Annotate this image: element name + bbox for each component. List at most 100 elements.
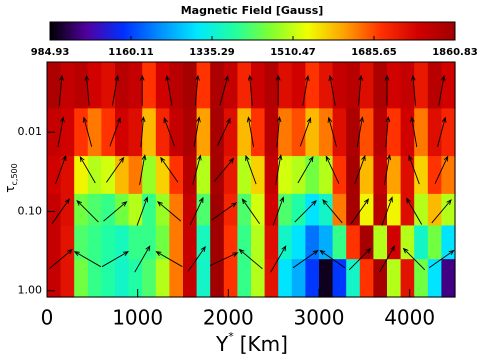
heatmap-cell — [87, 156, 102, 195]
heatmap-cell — [101, 193, 116, 227]
heatmap-cell — [319, 62, 334, 109]
heatmap-cell — [115, 62, 130, 109]
heatmap-cell — [74, 259, 89, 298]
heatmap-cell — [278, 156, 293, 195]
vector-arrow — [319, 249, 346, 269]
heatmap-cell — [115, 225, 130, 260]
heatmap-cell — [183, 62, 198, 109]
colorbar-tick-label: 1335.29 — [189, 47, 235, 58]
vector-arrow — [111, 74, 120, 106]
heatmap-cell — [264, 193, 279, 227]
heatmap-cell — [291, 108, 306, 157]
heatmap-cell — [387, 259, 402, 298]
heatmap-cell — [414, 225, 429, 260]
vector-arrow — [165, 74, 173, 106]
vector-arrow — [354, 154, 366, 185]
heatmap-cell — [427, 193, 442, 227]
vector-arrow — [270, 245, 287, 273]
vector-arrow — [348, 247, 372, 271]
heatmap-cell — [101, 259, 116, 298]
heatmap-cell — [210, 62, 225, 109]
heatmap-cell — [169, 193, 184, 227]
colorbar-title: Magnetic Field [Gauss] — [181, 4, 324, 17]
vector-arrow — [241, 198, 260, 225]
heatmap-cell — [373, 193, 388, 227]
vector-arrow — [434, 155, 449, 184]
x-tick-label: 2000 — [203, 306, 254, 330]
heatmap-cell — [47, 259, 62, 298]
vector-arrow — [160, 156, 179, 183]
x-tick-label: 4000 — [384, 306, 435, 330]
heatmap-cell — [101, 225, 116, 260]
heatmap-cell — [400, 259, 415, 298]
heatmap-cell — [47, 62, 62, 109]
heatmap-cell — [346, 62, 361, 109]
heatmap-cell — [319, 108, 334, 157]
vector-arrow — [245, 154, 257, 185]
heatmap-cell — [387, 156, 402, 195]
heatmap-cell — [332, 62, 347, 109]
heatmap-cell — [196, 108, 211, 157]
vector-arrow — [428, 249, 455, 269]
x-label-unit: [Km] — [240, 332, 288, 356]
y-tick-label: 0.10 — [18, 204, 43, 217]
heatmap-cell — [400, 193, 415, 227]
heatmap-cell — [251, 225, 266, 260]
heatmap-cell — [387, 62, 402, 109]
heatmap-cell — [387, 225, 402, 260]
y-label-symbol: τ — [3, 185, 17, 192]
y-axis-label: τc,500 — [3, 163, 19, 192]
heatmap-cell — [441, 108, 456, 157]
heatmap-cell — [441, 259, 456, 298]
heatmap-cell — [414, 156, 429, 195]
heatmap-cell — [251, 193, 266, 227]
heatmap-cell — [373, 225, 388, 260]
heatmap-cell — [359, 193, 374, 227]
vector-arrow — [136, 196, 149, 226]
heatmap-cell — [305, 108, 320, 157]
heatmap-cell — [291, 62, 306, 109]
heatmap-cell — [319, 259, 334, 298]
x-label-sup: * — [228, 330, 234, 343]
heatmap-cell — [291, 259, 306, 298]
heatmap-cell — [142, 108, 157, 157]
heatmap-cell — [101, 156, 116, 195]
vector-arrow — [51, 198, 70, 225]
x-tick-label: 3000 — [294, 306, 345, 330]
heatmap-cell — [278, 108, 293, 157]
colorbar-tick-label: 1860.83 — [432, 47, 478, 58]
vector-arrow — [48, 248, 73, 270]
vector-arrow — [247, 74, 253, 106]
heatmap-cell — [346, 108, 361, 157]
heatmap-cell — [169, 62, 184, 109]
heatmap-cell — [183, 156, 198, 195]
heatmap-cell — [115, 156, 130, 195]
vector-arrow — [322, 199, 343, 224]
vector-arrow — [350, 198, 370, 225]
colorbar-tick-label: 1160.11 — [108, 47, 154, 58]
heatmap-cell — [47, 193, 62, 227]
heatmap-cell — [359, 108, 374, 157]
heatmap-cell — [359, 259, 374, 298]
x-tick-label: 0 — [41, 306, 54, 330]
heatmap-cell — [291, 156, 306, 195]
heatmap-cell — [196, 156, 211, 195]
vector-arrow — [327, 116, 337, 147]
heatmap-cell — [155, 156, 170, 195]
heatmap-cell — [251, 108, 266, 157]
vector-arrow — [381, 196, 393, 226]
vector-arrow — [210, 252, 239, 266]
heatmap-cell — [74, 225, 89, 260]
heatmap-cell — [60, 108, 75, 157]
heatmap-cell — [128, 108, 143, 157]
heatmap-cell — [427, 156, 442, 195]
heatmap-cell — [332, 108, 347, 157]
vector-arrow — [193, 116, 201, 148]
vector-arrow — [139, 154, 147, 185]
vector-arrow — [292, 249, 319, 269]
heatmap-cell — [169, 259, 184, 298]
heatmap-cell — [142, 62, 157, 109]
vector-arrow — [76, 200, 99, 223]
heatmap-cell — [373, 62, 388, 109]
heatmap-cell — [196, 62, 211, 109]
